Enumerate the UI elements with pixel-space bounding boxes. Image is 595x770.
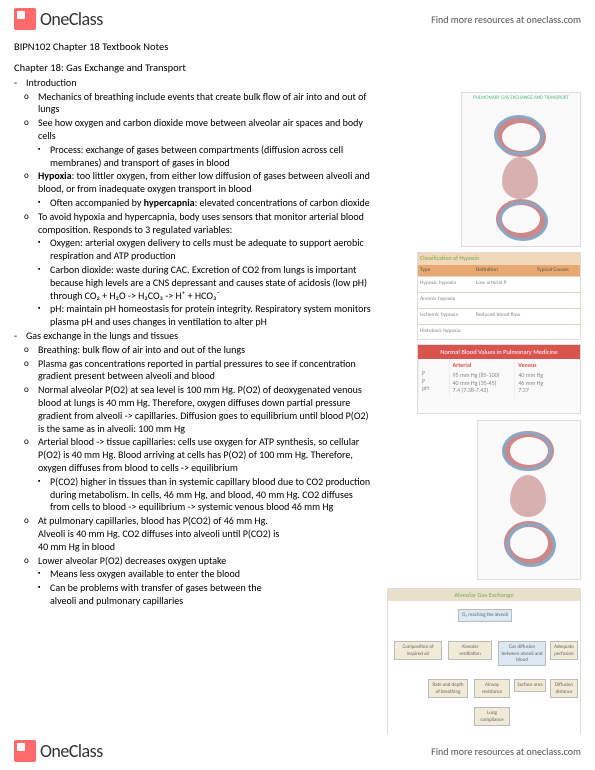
figure-alveolar-flowchart: Alveolar Gas Exchange O₂ reaching the al… (387, 588, 581, 738)
list-item: See how oxygen and carbon dioxide move b… (14, 117, 374, 143)
list-item: Process: exchange of gases between compa… (14, 144, 374, 170)
figure-pulmonary-circulation: PULMONARY GAS EXCHANGE AND TRANSPORT (461, 92, 581, 247)
list-item: Normal alveolar P(O2) at sea level is 10… (14, 384, 374, 435)
table-cell (535, 324, 580, 340)
list-item: Often accompanied by hypercapnia: elevat… (14, 197, 374, 210)
hypoxia-table: Type Definition Typical Causes Hypoxic h… (418, 265, 580, 340)
table-cell (535, 276, 580, 292)
figure-hypoxia-table: Classification of Hypoxia Type Definitio… (417, 252, 581, 340)
flow-box: Composition of inspired air (394, 641, 442, 660)
table-cell (535, 308, 580, 324)
list-item: Mechanics of breathing include events th… (14, 91, 374, 117)
table-row: Histotoxic hypoxia (418, 324, 580, 340)
figure-blood-values: Normal Blood Values in Pulmonary Medicin… (417, 344, 581, 414)
flow-box: Lung compliance (474, 707, 510, 726)
table-cell: Hypoxic hypoxia (418, 276, 474, 292)
flow-box: Surface area (514, 679, 546, 691)
flow-box: O₂ reaching the alveoli (458, 609, 512, 621)
term-hypercapnia: hypercapnia (144, 196, 195, 209)
page-header: OneClass Find more resources at oneclass… (0, 0, 595, 34)
col-header: Venous (518, 362, 577, 370)
list-item: Oxygen: arterial oxygen delivery to cell… (14, 237, 374, 263)
footer-resources-link[interactable]: Find more resources at oneclass.com (431, 745, 581, 758)
flow-box: Rate and depth of breathing (428, 679, 468, 698)
table-row: Anemic hypoxia (418, 292, 580, 308)
logo-icon (14, 8, 36, 30)
list-item: pH: maintain pH homeostasis for protein … (14, 303, 374, 329)
document-body: BIPN102 Chapter 18 Textbook Notes Chapte… (0, 34, 595, 608)
table-header: Type (418, 265, 474, 277)
flow-box: Adequate perfusion (550, 641, 578, 660)
logo-icon (14, 740, 36, 762)
table-cell (474, 292, 535, 308)
brand-name: OneClass (40, 740, 103, 762)
brand-name: OneClass (40, 8, 103, 30)
table-row: Ischemic hypoxiaReduced blood flow (418, 308, 580, 324)
list-item: P(CO2) higher in tissues than in systemi… (14, 476, 374, 514)
list-item: At pulmonary capillaries, blood has P(CO… (14, 515, 284, 553)
flow-box: Gas diffusion between alveoli and blood (498, 641, 546, 666)
list-item: To avoid hypoxia and hypercapnia, body u… (14, 211, 374, 237)
list-item: Carbon dioxide: waste during CAC. Excret… (14, 264, 374, 302)
notes-text: Introduction Mechanics of breathing incl… (14, 77, 374, 608)
list-item: Lower alveolar P(O2) decreases oxygen up… (14, 555, 284, 568)
row-label: P (422, 370, 446, 378)
table-cell: Reduced blood flow (474, 308, 535, 324)
flow-box: Alveolar ventilation (448, 641, 492, 660)
table-cell: Histotoxic hypoxia (418, 324, 474, 340)
list-item: Means less oxygen available to enter the… (14, 568, 274, 581)
header-resources-link[interactable]: Find more resources at oneclass.com (431, 13, 581, 26)
brand-logo[interactable]: OneClass (14, 8, 103, 30)
document-title: BIPN102 Chapter 18 Textbook Notes (14, 40, 581, 53)
section-heading: Gas exchange in the lungs and tissues (14, 330, 374, 343)
page-footer: OneClass Find more resources at oneclass… (0, 734, 595, 770)
table-cell: Low arterial P (474, 276, 535, 292)
flow-box: Airway resistance (474, 679, 510, 698)
figure-title: Alveolar Gas Exchange (388, 589, 580, 601)
table-row: Hypoxic hypoxiaLow arterial P (418, 276, 580, 292)
brand-logo-footer[interactable]: OneClass (14, 740, 103, 762)
list-item-text: : too littler oxygen, from either low di… (38, 169, 370, 195)
col-header: Arterial (453, 362, 512, 370)
flow-box: Diffusion distance (550, 679, 578, 698)
figure-title: Normal Blood Values in Pulmonary Medicin… (418, 345, 580, 359)
list-item: Can be problems with transfer of gases b… (14, 582, 274, 608)
term-hypoxia: Hypoxia (38, 169, 72, 182)
list-item: Breathing: bulk flow of air into and out… (14, 344, 374, 357)
table-cell: Anemic hypoxia (418, 292, 474, 308)
list-item-text: Often accompanied by (50, 196, 144, 209)
table-cell: 7.4 (7.38-7.42) (453, 387, 512, 395)
section-heading: Introduction (14, 77, 374, 90)
table-cell: 7.37 (518, 387, 577, 395)
list-item-text: : elevated concentrations of carbon diox… (195, 196, 370, 209)
table-cell (474, 324, 535, 340)
table-cell: Ischemic hypoxia (418, 308, 474, 324)
figure-title: Classification of Hypoxia (418, 253, 580, 265)
table-header: Definition (474, 265, 535, 277)
row-label: pH (422, 385, 446, 393)
list-item: Arterial blood -> tissue capillaries: ce… (14, 436, 374, 474)
figure-circulation-small (477, 420, 581, 580)
table-cell (535, 292, 580, 308)
table-header: Typical Causes (535, 265, 580, 277)
list-item: Plasma gas concentrations reported in pa… (14, 358, 374, 384)
chapter-title: Chapter 18: Gas Exchange and Transport (14, 61, 581, 74)
figure-title: PULMONARY GAS EXCHANGE AND TRANSPORT (462, 93, 580, 103)
list-item: Hypoxia: too littler oxygen, from either… (14, 170, 374, 196)
